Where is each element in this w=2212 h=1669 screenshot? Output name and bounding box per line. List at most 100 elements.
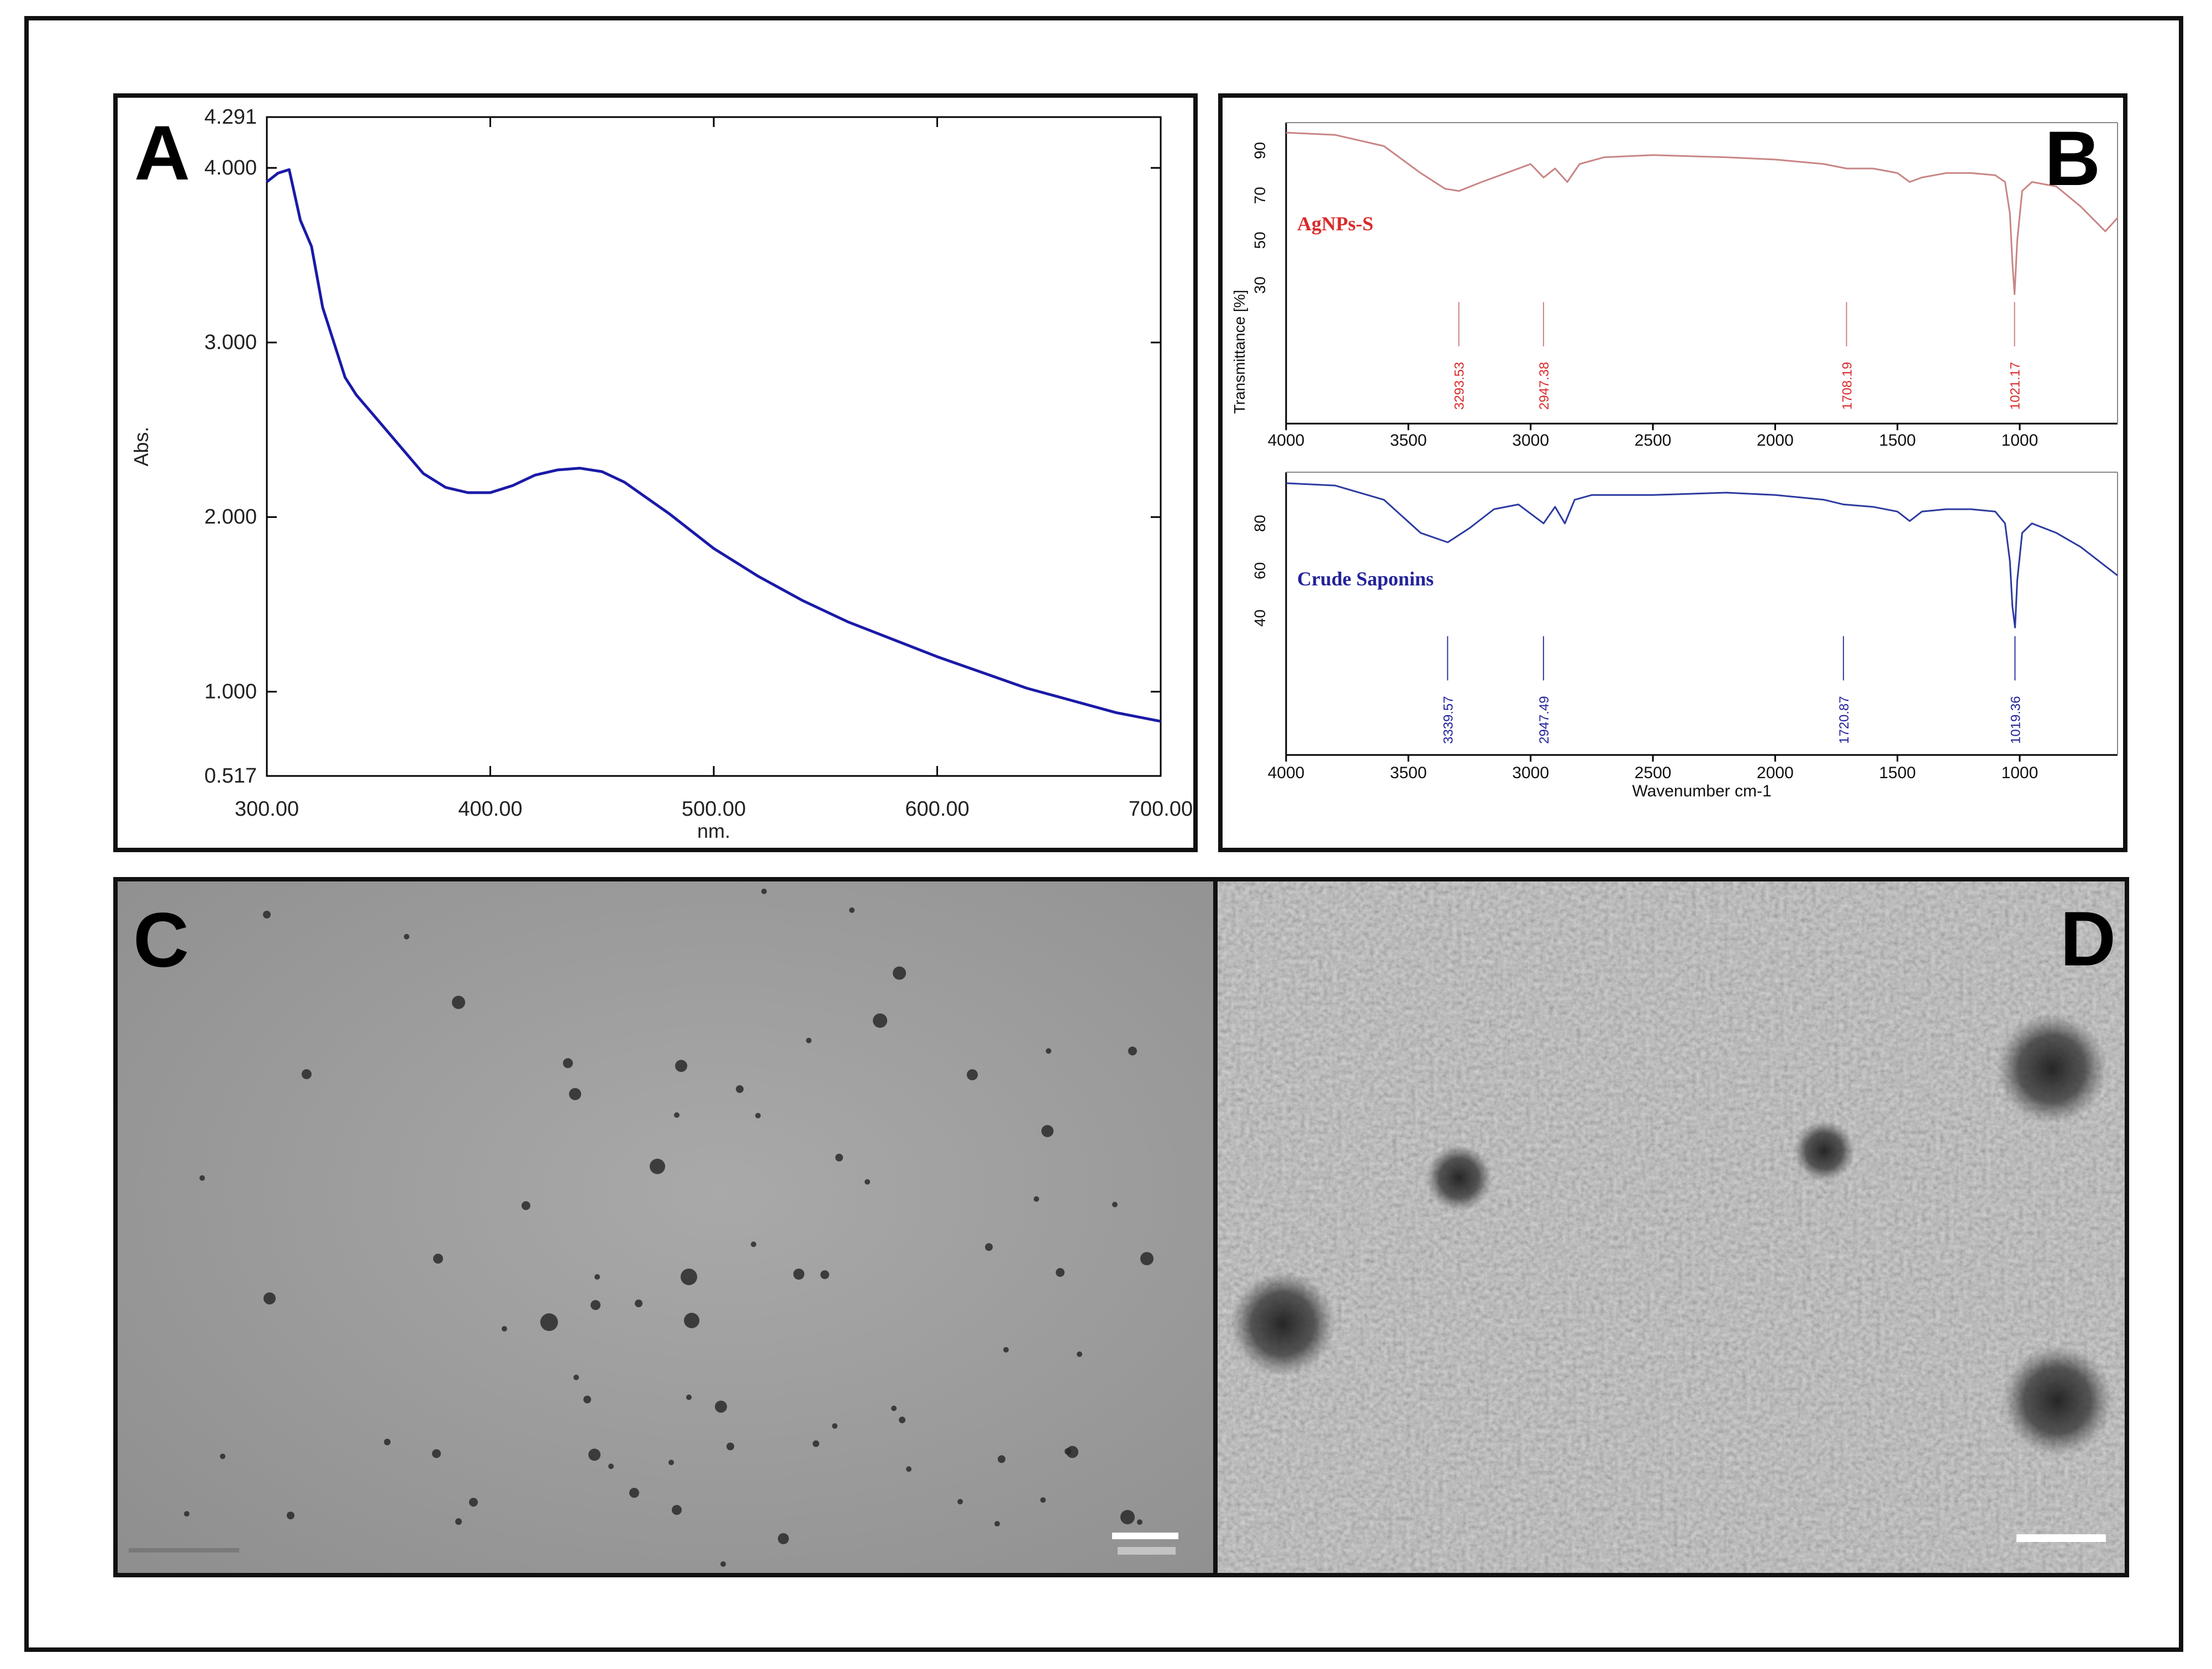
nanoparticle <box>573 1375 579 1380</box>
nanoparticle <box>675 1060 687 1072</box>
nanoparticle <box>540 1313 558 1331</box>
nanoparticle <box>1034 1196 1039 1202</box>
y-axis-label: Transmittance [%] <box>1231 290 1248 414</box>
nanoparticle <box>849 907 855 913</box>
spectrum-line <box>1286 482 2118 628</box>
panel-b: 4000 3500 3000 2500 2000 1500 1000 30 50 70 90 AgNP… <box>1218 93 2127 852</box>
y-axis-label: Abs. <box>130 426 152 466</box>
nanoparticle <box>1056 1268 1065 1277</box>
nanoparticle <box>1003 1347 1009 1353</box>
y-tick-label: 80 <box>1251 515 1268 532</box>
nanoparticle <box>608 1464 614 1469</box>
y-tick-label: 70 <box>1251 187 1268 204</box>
nanoparticle <box>832 1423 838 1429</box>
y-tick-label: 60 <box>1251 562 1268 579</box>
nanoparticle <box>906 1466 912 1472</box>
x-tick-label: 2500 <box>1635 431 1672 450</box>
nanoparticle <box>1426 1145 1492 1211</box>
nanoparticle <box>452 996 465 1009</box>
peak-label: 2947.38 <box>1537 362 1552 410</box>
y-tick-label: 30 <box>1251 277 1268 294</box>
info-text-strip <box>129 1548 239 1552</box>
nanoparticle <box>681 1269 697 1285</box>
panel-b-letter: B <box>2045 115 2101 202</box>
x-tick-label: 700.00 <box>1129 797 1193 821</box>
nanoparticle <box>820 1270 829 1279</box>
nanoparticle <box>650 1159 665 1174</box>
peak-label: 2947.49 <box>1537 696 1552 744</box>
nanoparticle <box>806 1038 812 1043</box>
nanoparticle <box>715 1401 727 1413</box>
nanoparticle <box>569 1088 581 1100</box>
nanoparticle <box>813 1440 819 1447</box>
peak-label: 1720.87 <box>1837 696 1852 744</box>
x-tick-label: 400.00 <box>458 797 522 821</box>
x-tick-label: 3000 <box>1512 431 1549 450</box>
nanoparticle <box>755 1113 761 1118</box>
nanoparticle <box>668 1460 674 1465</box>
x-tick-label: 2500 <box>1635 764 1672 782</box>
y-tick-label: 0.517 <box>204 764 257 788</box>
nanoparticle <box>684 1313 699 1328</box>
nanoparticle <box>778 1533 789 1544</box>
x-tick-label: 1500 <box>1879 431 1916 450</box>
x-tick-label: 600.00 <box>905 797 969 821</box>
nanoparticle <box>720 1561 726 1567</box>
nanoparticle <box>522 1201 530 1210</box>
nanoparticle <box>287 1512 294 1519</box>
peak-label: 1021.17 <box>2008 362 2023 410</box>
nanoparticle-blobs <box>1230 1013 2113 1456</box>
peak-label: 3293.53 <box>1452 362 1467 410</box>
nanoparticle <box>957 1499 963 1504</box>
nanoparticle <box>899 1417 905 1423</box>
x-tick-label: 4000 <box>1268 431 1305 450</box>
x-tick-label: 4000 <box>1268 764 1305 782</box>
nanoparticle <box>588 1449 601 1461</box>
y-tick-label: 90 <box>1251 142 1268 159</box>
nanoparticle <box>563 1058 573 1068</box>
uv-vis-chart: 300.00 400.00 500.00 600.00 700.00 0.517 1.000… <box>130 105 1193 842</box>
panel-c: C <box>113 877 1220 1577</box>
nanoparticle <box>302 1069 312 1079</box>
nanoparticle-dots <box>184 889 1154 1567</box>
x-tick-label: 2000 <box>1757 431 1794 450</box>
nanoparticle <box>2002 1345 2113 1456</box>
nanoparticle <box>502 1326 507 1332</box>
nanoparticle <box>220 1454 225 1459</box>
nanoparticle <box>793 1269 804 1280</box>
y-tick-label: 3.000 <box>204 331 257 354</box>
nanoparticle <box>1140 1252 1154 1265</box>
nanoparticle <box>985 1243 993 1251</box>
x-axis-label: Wavenumber cm-1 <box>1632 782 1771 800</box>
nanoparticle <box>433 1254 443 1264</box>
nanoparticle <box>672 1505 682 1515</box>
nanoparticle <box>865 1179 870 1185</box>
nanoparticle <box>998 1455 1005 1463</box>
nanoparticle <box>873 1013 887 1028</box>
nanoparticle <box>1112 1202 1118 1207</box>
panel-d-letter: D <box>2060 895 2116 982</box>
spectrum-line <box>1286 131 2119 295</box>
tem-image-overview <box>118 881 1215 1573</box>
y-tick-label: 40 <box>1251 610 1268 627</box>
scale-bar <box>2016 1534 2106 1542</box>
nanoparticle <box>432 1449 441 1458</box>
nanoparticle <box>263 911 271 918</box>
nanoparticle <box>1046 1048 1051 1054</box>
x-axis-label: nm. <box>697 820 730 842</box>
x-tick-label: 3000 <box>1512 764 1549 782</box>
nanoparticle <box>893 966 906 980</box>
x-tick-label: 1500 <box>1879 764 1916 782</box>
nanoparticle <box>1120 1510 1135 1524</box>
x-tick-label: 500.00 <box>682 797 746 821</box>
x-tick-label: 2000 <box>1757 764 1794 782</box>
nanoparticle <box>629 1488 639 1498</box>
nanoparticle <box>1137 1519 1142 1525</box>
nanoparticle <box>469 1498 478 1507</box>
peak-label: 1708.19 <box>1840 362 1855 410</box>
y-tick-label: 50 <box>1251 232 1268 249</box>
nanoparticle <box>891 1406 897 1411</box>
y-tick-label: 4.291 <box>204 105 257 129</box>
panel-a: 300.00 400.00 500.00 600.00 700.00 0.517 1.000… <box>113 93 1198 852</box>
x-tick-label: 3500 <box>1390 764 1427 782</box>
